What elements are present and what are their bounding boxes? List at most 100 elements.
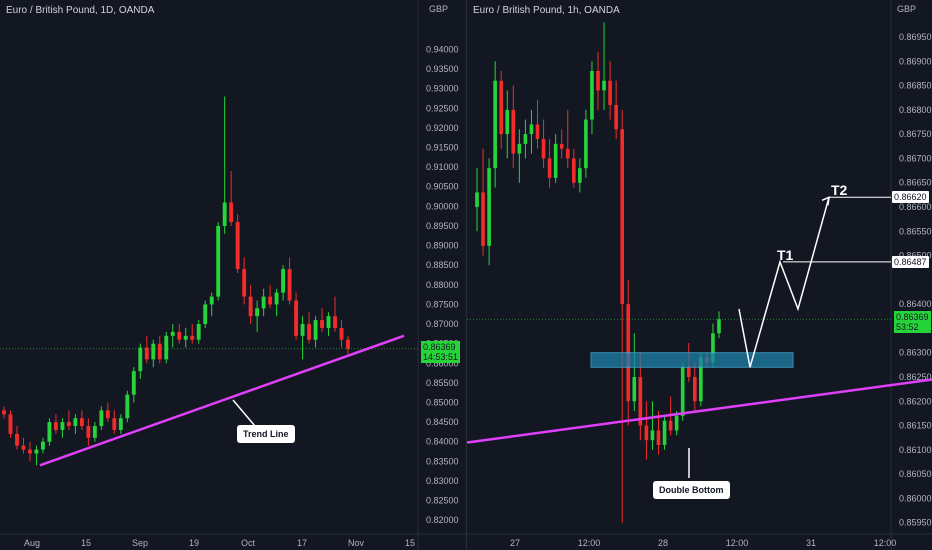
- daily-chart-pane[interactable]: 0.94000 0.93500 0.93000 0.92500 0.92000 0.915…: [0, 0, 466, 550]
- y-tick-label: 0.83500: [426, 456, 459, 466]
- candle-body: [79, 418, 84, 427]
- candle-body: [53, 422, 58, 430]
- x-tick-label: 31: [806, 538, 816, 548]
- y-tick-label: 0.86650: [899, 178, 932, 188]
- trend-line: [39, 334, 405, 467]
- y-tick-label: 0.86600: [899, 202, 932, 212]
- x-tick-label: 19: [189, 538, 199, 548]
- candle-body: [547, 158, 552, 178]
- hourly-last-price: 0.86369: [896, 312, 929, 323]
- candle-body: [268, 296, 273, 305]
- hourly-countdown: 53:52: [896, 322, 919, 333]
- daily-chart-canvas[interactable]: 0.94000 0.93500 0.93000 0.92500 0.92000 0.915…: [0, 0, 466, 550]
- y-tick-label: 0.90000: [426, 201, 459, 211]
- candle-body: [481, 192, 485, 246]
- y-tick-label: 0.82000: [426, 515, 459, 525]
- y-tick-label: 0.86700: [899, 153, 932, 163]
- y-tick-label: 0.86200: [899, 396, 932, 406]
- y-tick-label: 0.92000: [426, 123, 459, 133]
- candle-body: [138, 347, 143, 372]
- candle-body: [523, 134, 528, 144]
- candle-body: [112, 418, 117, 430]
- daily-last-price: 0.86369: [423, 341, 456, 352]
- candle-body: [717, 319, 721, 334]
- y-tick-label: 0.93000: [426, 84, 459, 94]
- candle-body: [125, 394, 130, 419]
- trend-line: [467, 378, 932, 444]
- candle-body: [662, 420, 667, 445]
- candle-body: [307, 324, 312, 340]
- candle-body: [2, 410, 6, 415]
- candle-body: [209, 296, 214, 305]
- y-tick-label: 0.91500: [426, 143, 459, 153]
- t1-label: T1: [777, 247, 794, 263]
- daily-countdown: 14:53:51: [423, 351, 459, 362]
- y-tick-label: 0.86750: [899, 129, 932, 139]
- candle-body: [229, 202, 234, 223]
- candle-body: [40, 441, 45, 450]
- x-tick-label: 12:00: [726, 538, 749, 548]
- candle-body: [602, 80, 606, 91]
- candle-body: [529, 124, 534, 135]
- candle-body: [711, 333, 715, 363]
- candle-body: [505, 109, 510, 135]
- x-tick-label: Nov: [348, 538, 365, 548]
- candle-body: [668, 420, 673, 431]
- y-tick-label: 0.82500: [426, 496, 459, 506]
- candle-body: [559, 143, 564, 149]
- candle-body: [235, 222, 240, 270]
- y-tick-label: 0.87500: [426, 299, 459, 309]
- candle-body: [190, 335, 195, 340]
- y-tick-label: 0.90500: [426, 182, 459, 192]
- candle-body: [686, 367, 691, 377]
- candle-body: [86, 426, 91, 438]
- y-tick-label: 0.86050: [899, 469, 932, 479]
- t1-price-tag: 0.86487: [892, 255, 929, 268]
- candle-body: [632, 377, 637, 402]
- hourly-last-price-tag: 0.86369 53:52: [894, 311, 931, 334]
- candle-body: [475, 192, 479, 207]
- candle-body: [8, 414, 13, 434]
- candle-body: [638, 377, 643, 426]
- candle-body: [261, 296, 266, 309]
- candle-body: [105, 410, 110, 419]
- candle-body: [584, 119, 588, 169]
- trend-line-callout: Trend Line: [237, 425, 295, 443]
- hourly-chart-canvas[interactable]: 0.86950 0.86900 0.86850 0.86800 0.86750 0.867…: [467, 0, 932, 550]
- candle-body: [203, 304, 208, 325]
- daily-last-price-tag: 0.86369 14:53:51: [421, 340, 461, 363]
- candle-body: [21, 445, 26, 450]
- candle-body: [541, 139, 546, 159]
- daily-chart-title: Euro / British Pound, 1D, OANDA: [6, 5, 155, 16]
- candle-body: [680, 367, 685, 416]
- candle-body: [493, 80, 497, 169]
- x-tick-label: Aug: [24, 538, 40, 548]
- candle-body: [553, 143, 558, 178]
- candle-body: [644, 425, 649, 441]
- candle-body: [535, 124, 540, 139]
- y-tick-label: 0.93500: [426, 64, 459, 74]
- y-tick-label: 0.86500: [899, 251, 932, 261]
- candle-body: [157, 343, 162, 360]
- x-tick-label: 28: [658, 538, 668, 548]
- candle-body: [28, 449, 32, 454]
- candle-body: [596, 71, 600, 91]
- projection-arrowhead: [821, 196, 830, 206]
- candle-body: [92, 426, 97, 438]
- x-tick-label: 15: [405, 538, 415, 548]
- y-tick-label: 0.85000: [426, 398, 459, 408]
- candle-body: [326, 316, 331, 328]
- candle-body: [565, 148, 570, 159]
- y-tick-label: 0.86400: [899, 299, 932, 309]
- demand-zone: [590, 352, 794, 368]
- candle-body: [339, 327, 344, 340]
- candle-body: [346, 339, 350, 349]
- candle-body: [517, 143, 522, 154]
- y-tick-label: 0.92500: [426, 103, 459, 113]
- candle-body: [73, 418, 78, 427]
- candle-body: [281, 269, 286, 293]
- y-tick-label: 0.86900: [899, 56, 932, 66]
- x-tick-label: Oct: [241, 538, 256, 548]
- candle-body: [15, 433, 19, 446]
- hourly-chart-pane[interactable]: 0.86950 0.86900 0.86850 0.86800 0.86750 0.867…: [466, 0, 932, 550]
